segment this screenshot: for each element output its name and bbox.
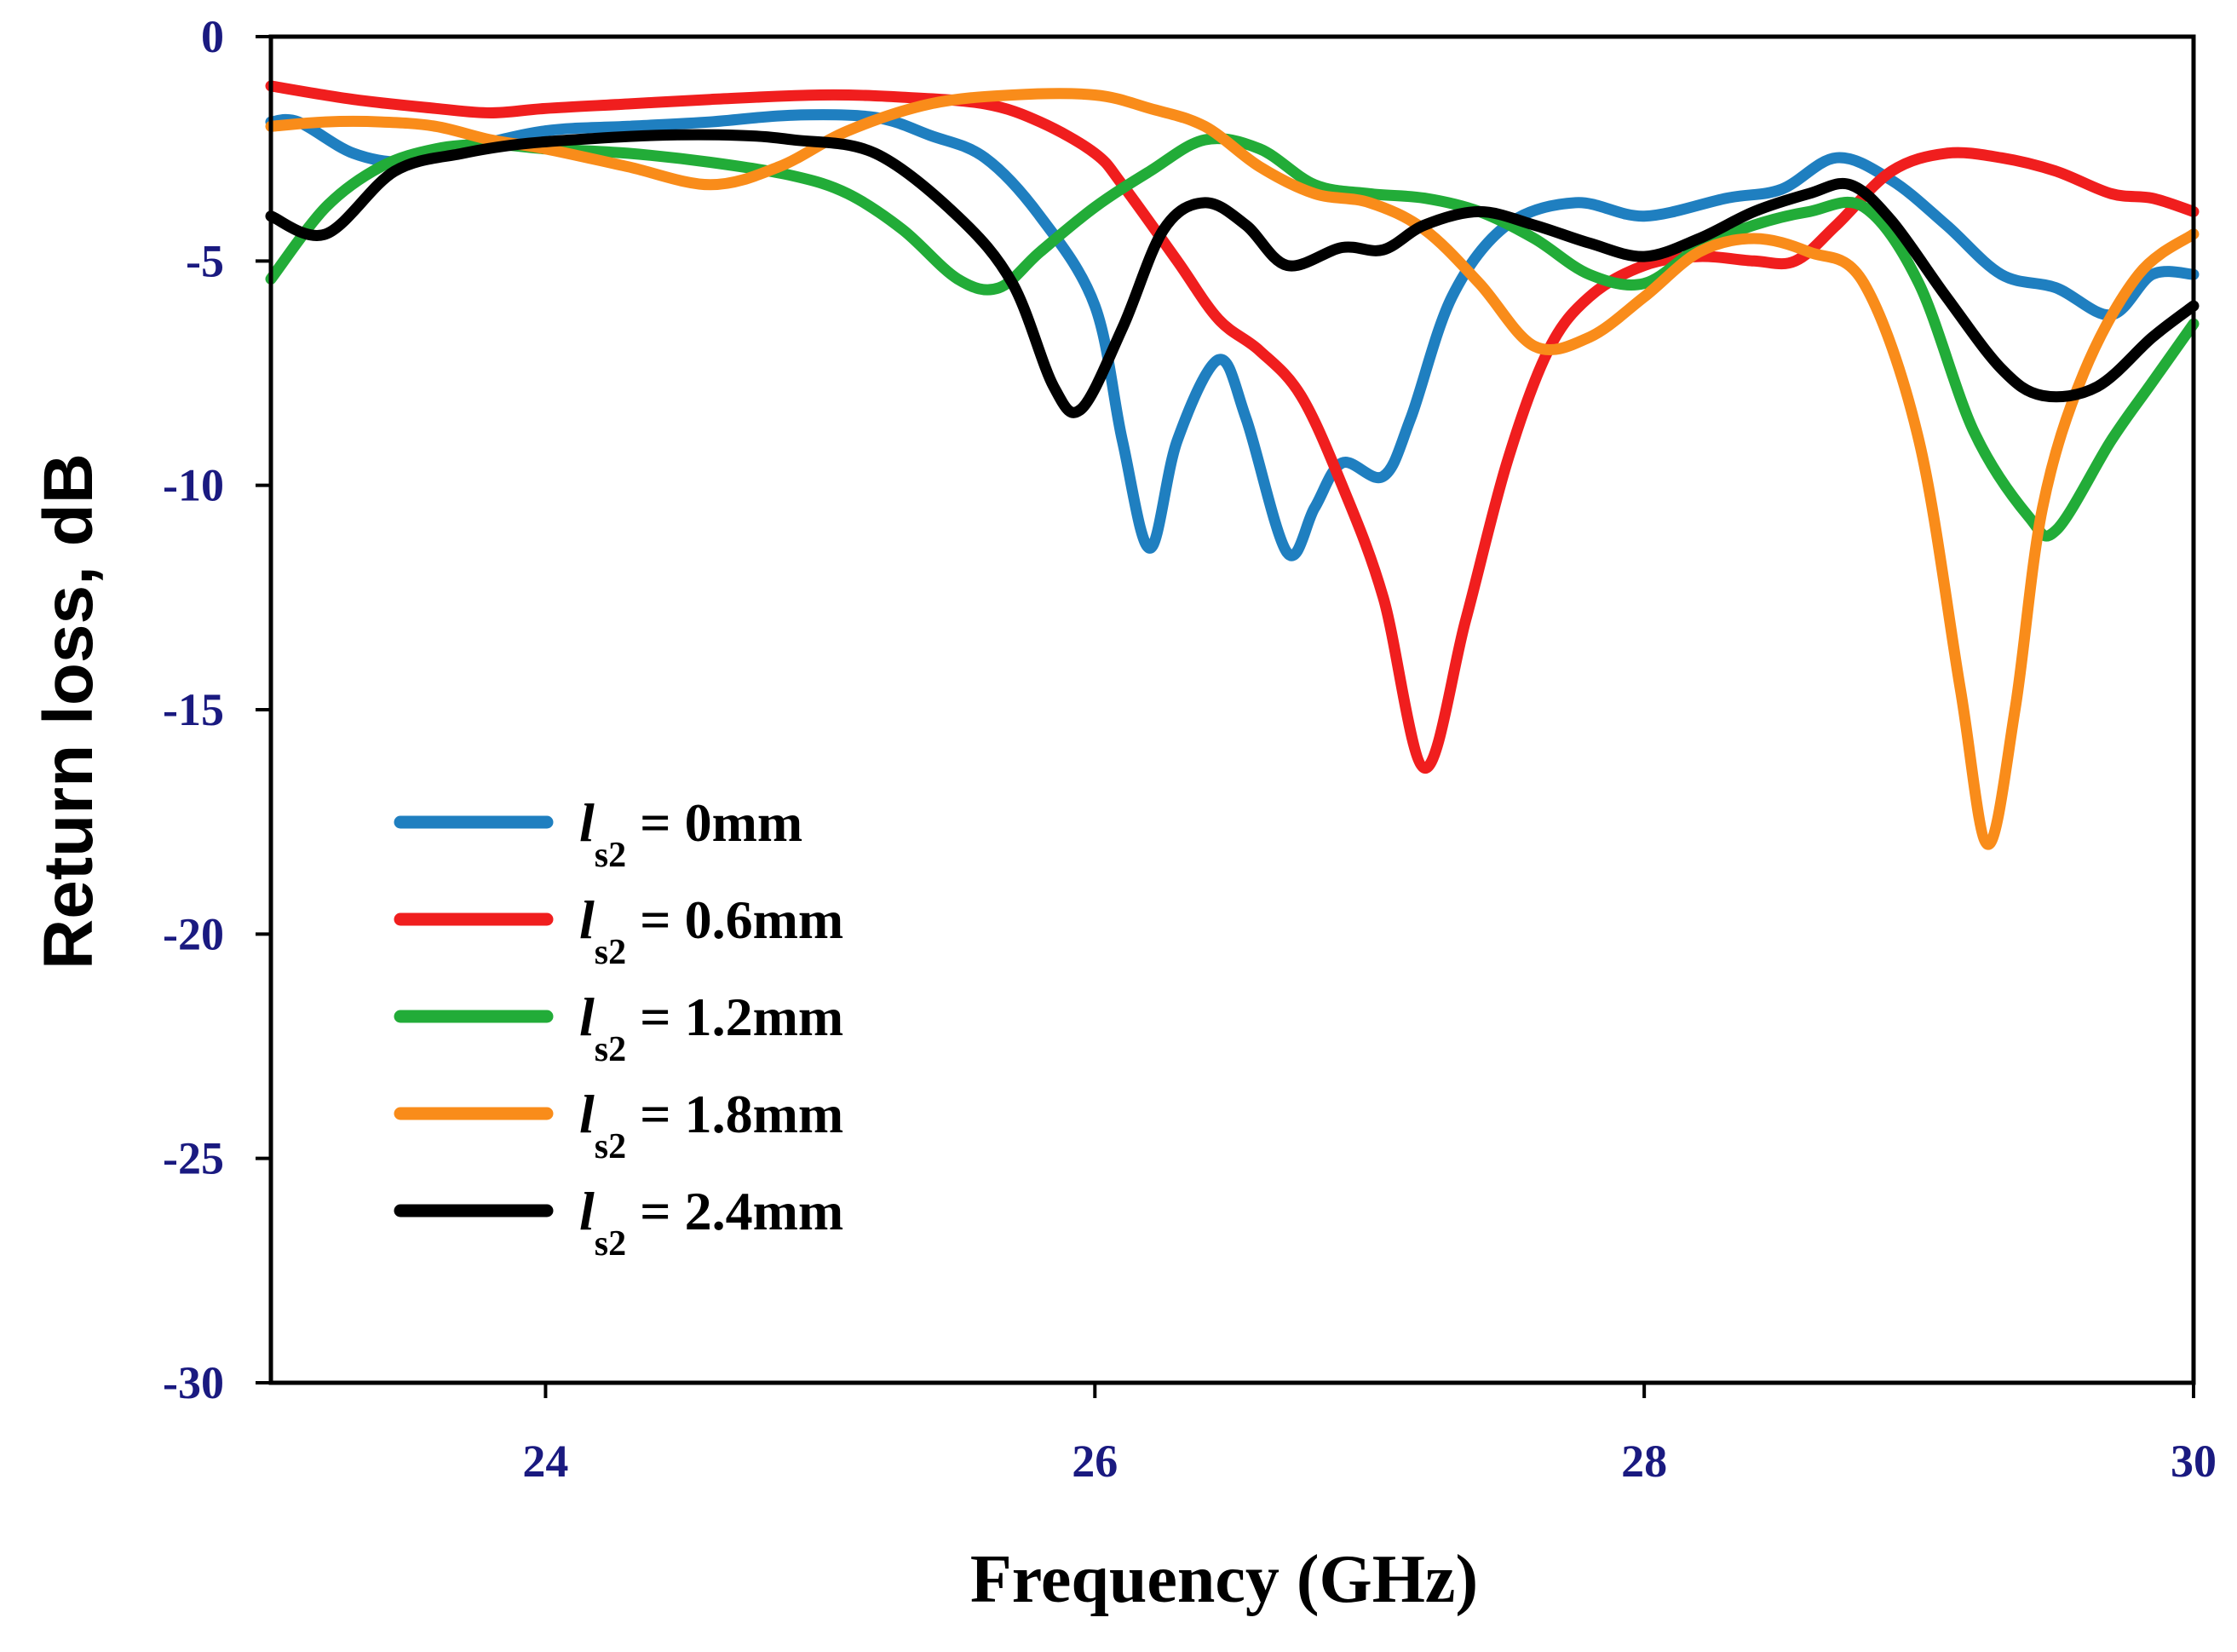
y-tick-label: -20 xyxy=(163,908,224,959)
y-axis: 0 -5 -10 -15 -20 -25 -30 xyxy=(163,11,271,1408)
legend-label-4: ls2 = 2.4mm xyxy=(579,1181,843,1263)
y-tick-label: -5 xyxy=(186,235,224,286)
x-axis-label: Frequency (GHz) xyxy=(970,1542,1478,1617)
legend-label-1: ls2 = 0.6mm xyxy=(579,889,843,972)
series-line-3 xyxy=(265,88,2200,850)
legend-label-0: ls2 = 0mm xyxy=(579,792,802,875)
y-tick-label: -15 xyxy=(163,684,224,735)
y-tick-label: -10 xyxy=(163,460,224,511)
x-tick-label: 28 xyxy=(1621,1436,1667,1487)
x-tick-label: 26 xyxy=(1072,1436,1118,1487)
series-line-2 xyxy=(265,133,2200,542)
x-axis: 24 26 28 30 xyxy=(522,1383,2217,1487)
y-tick-label: 0 xyxy=(201,11,224,62)
series-layer xyxy=(265,80,2200,850)
x-tick-label: 30 xyxy=(2171,1436,2217,1487)
y-tick-label: -30 xyxy=(163,1357,224,1408)
y-axis-label: Return loss, dB xyxy=(30,453,107,970)
y-tick-label: -25 xyxy=(163,1133,224,1184)
series-line-0 xyxy=(265,109,2200,561)
legend-label-2: ls2 = 1.2mm xyxy=(579,987,843,1069)
legend: ls2 = 0mm ls2 = 0.6mm ls2 = 1.2mm ls2 = 1.8… xyxy=(394,792,843,1263)
legend-label-3: ls2 = 1.8mm xyxy=(579,1084,843,1166)
x-tick-label: 24 xyxy=(522,1436,568,1487)
series-line-4 xyxy=(265,129,2200,418)
